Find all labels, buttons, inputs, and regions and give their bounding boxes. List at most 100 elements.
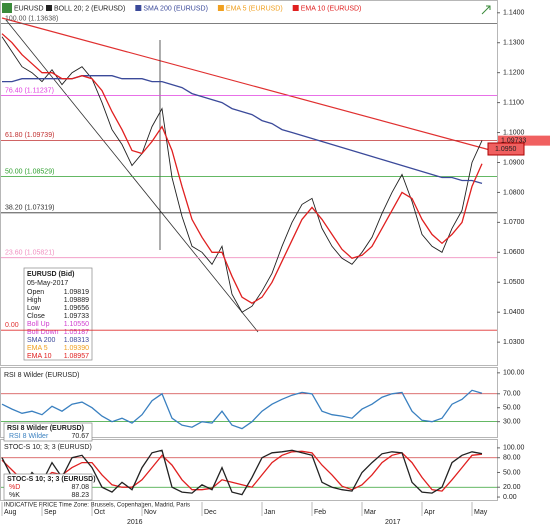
price-tag-label: 1.0950 (495, 146, 517, 153)
x-tick-label: Sep (44, 509, 57, 516)
info-date: 05-May-2017 (27, 280, 68, 287)
info-box: EURUSD (Bid) 05-May-2017 Open 1.09819 High 1.… (23, 267, 93, 361)
level-label: 76.40 (1.11237) (5, 87, 54, 94)
info-label: Close (27, 313, 45, 320)
legend-swatch (135, 5, 142, 11)
legend-value: 70.67 (71, 433, 89, 440)
price-tag-label: 1.09733 (501, 137, 526, 144)
year-label: 2017 (385, 519, 401, 526)
price-tag (487, 142, 525, 156)
panel-title: RSI 8 Wilder (EURUSD) (4, 372, 79, 379)
y-tick-label: 1.0300 (503, 339, 525, 346)
y-tick-label: 1.0600 (503, 249, 525, 256)
level-label: 50.00 (1.08529) (5, 168, 54, 175)
series-line (1, 33, 483, 304)
info-label: High (27, 297, 42, 304)
x-tick-label: Feb (314, 509, 326, 516)
level-label: 100.00 (1.13638) (5, 15, 58, 22)
info-label: Boll Down (27, 329, 59, 336)
price-tag (498, 135, 550, 146)
level-label: 38.20 (1.07319) (5, 205, 54, 212)
y-tick-label: 20.00 (503, 484, 521, 491)
info-label: Boll Up (27, 321, 50, 328)
y-tick-label: 70.00 (503, 391, 521, 398)
level-label: 61.80 (1.09739) (5, 132, 54, 139)
legend-entry: RSI 8 Wilder (9, 433, 49, 440)
x-tick-label: May (474, 509, 488, 516)
legend-title: STOC-S 10; 3; 3 (EURUSD) (7, 476, 96, 483)
info-value: 1.09819 (64, 289, 89, 296)
legend-title: RSI 8 Wilder (EURUSD) (7, 425, 84, 432)
x-tick-label: Oct (94, 509, 105, 516)
legend-entry: %D (9, 484, 20, 491)
info-value: 1.10550 (64, 321, 89, 328)
rsi-panel (0, 367, 498, 438)
symbol-icon[interactable] (2, 3, 12, 13)
price-panel (0, 0, 498, 366)
icon[interactable] (481, 5, 491, 15)
level-label: 23.60 (1.05821) (5, 250, 54, 257)
y-tick-label: 1.0700 (503, 219, 525, 226)
y-tick-label: 1.1100 (503, 99, 524, 106)
trend-line (1, 17, 491, 151)
y-tick-label: 1.1200 (503, 70, 525, 77)
y-tick-label: 50.00 (503, 469, 521, 476)
y-tick-label: 0.00 (503, 494, 517, 501)
y-tick-label: 30.00 (503, 419, 521, 426)
legend-swatch (292, 5, 299, 11)
info-value: 1.09656 (64, 305, 89, 312)
y-tick-label: 1.0500 (503, 279, 525, 286)
trend-line (5, 19, 259, 333)
series-line (2, 75, 483, 185)
series-line (1, 36, 483, 313)
x-tick-label: Apr (424, 509, 436, 516)
legend-box (3, 422, 93, 442)
x-tick-label: Jan (264, 509, 275, 516)
panel-title: STOC-S 10; 3; 3 (EURUSD) (4, 444, 92, 451)
info-value: 1.09390 (64, 345, 89, 352)
y-tick-label: 1.1000 (503, 129, 525, 136)
info-label: EMA 5 (27, 345, 48, 352)
stoch-panel (0, 439, 498, 501)
y-tick-label: 1.0800 (503, 189, 525, 196)
info-label: Open (27, 289, 44, 296)
legend-box (3, 473, 93, 501)
info-value: 1.09733 (64, 313, 89, 320)
series-line (1, 449, 483, 496)
y-tick-label: 1.1400 (503, 10, 525, 17)
info-value: 1.08313 (64, 337, 89, 344)
legend-entry: EMA 10 (EURUSD) (301, 5, 362, 12)
legend-entry: %K (9, 492, 20, 499)
symbol: EURUSD (14, 5, 44, 12)
y-tick-label: 50.00 (503, 405, 521, 412)
footer: INDICATIVE PRICE Time Zone: Brussels, Co… (4, 503, 190, 509)
info-value: 1.09889 (64, 297, 89, 304)
info-label: EMA 10 (27, 353, 52, 360)
legend-entry: EMA 5 (EURUSD) (226, 5, 283, 12)
x-tick-label: Aug (4, 509, 17, 516)
info-label: Low (27, 305, 41, 312)
x-tick-label: Mar (364, 509, 377, 516)
info-value: 1.05187 (64, 329, 89, 336)
y-tick-label: 100.00 (503, 445, 525, 452)
y-tick-label: 1.1300 (503, 40, 525, 47)
y-tick-label: 100.00 (503, 370, 525, 377)
info-label: SMA 200 (27, 337, 56, 344)
y-tick-label: 1.0400 (503, 309, 525, 316)
series-line (1, 389, 483, 430)
legend-swatch (217, 5, 224, 11)
level-label: 0.00 (5, 322, 19, 329)
info-value: 1.08957 (64, 353, 89, 360)
y-tick-label: 1.0900 (503, 159, 525, 166)
x-tick-label: Dec (204, 509, 217, 516)
legend-swatch (46, 5, 52, 11)
legend-entry: BOLL 20; 2 (EURUSD) (54, 5, 125, 12)
x-tick-label: Nov (144, 509, 157, 516)
info-title: EURUSD (Bid) (27, 271, 74, 278)
y-tick-label: 80.00 (503, 455, 521, 462)
legend-entry: SMA 200 (EURUSD) (143, 5, 208, 12)
year-label: 2016 (127, 519, 143, 526)
legend-value: 88.23 (71, 492, 89, 499)
legend-value: 87.08 (71, 484, 89, 491)
